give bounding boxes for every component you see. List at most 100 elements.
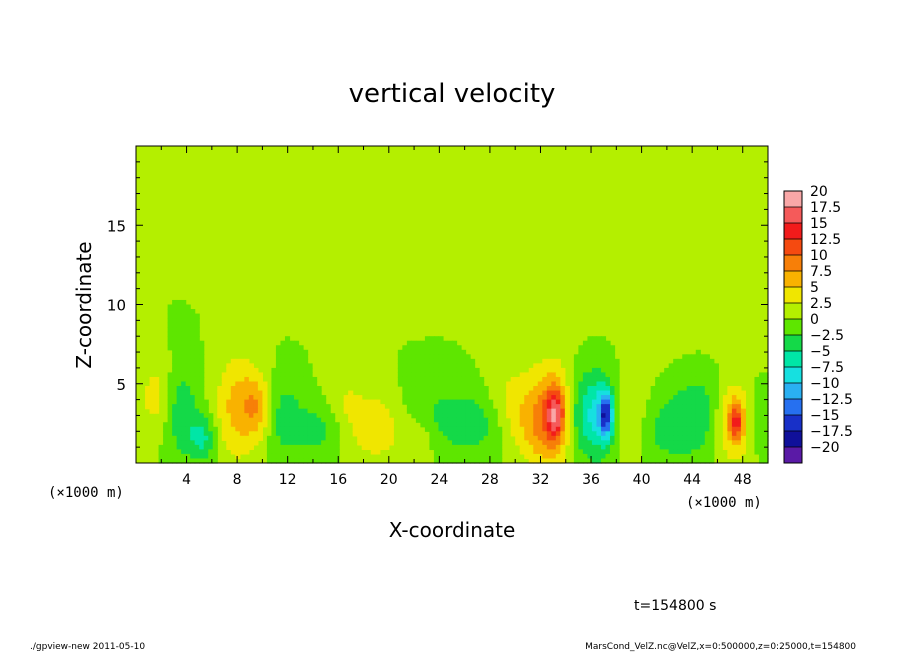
heatmap-cell bbox=[695, 404, 701, 410]
heatmap-cell bbox=[474, 422, 480, 428]
heatmap-cell bbox=[664, 372, 670, 378]
heatmap-cell bbox=[406, 367, 412, 374]
heatmap-cell bbox=[190, 390, 196, 396]
heatmap-cell bbox=[199, 367, 205, 374]
heatmap-cell bbox=[528, 367, 534, 374]
heatmap-cell bbox=[763, 408, 769, 414]
heatmap-cell bbox=[303, 449, 309, 455]
heatmap-cell bbox=[307, 449, 313, 455]
heatmap-cell bbox=[461, 417, 467, 423]
heatmap-cell bbox=[402, 354, 408, 360]
heatmap-cell bbox=[542, 449, 548, 455]
heatmap-cell bbox=[519, 449, 525, 455]
heatmap-cell bbox=[582, 417, 589, 423]
heatmap-cell bbox=[659, 390, 665, 396]
heatmap-cell bbox=[235, 453, 241, 460]
heatmap-cell bbox=[573, 431, 579, 437]
heatmap-cell bbox=[248, 431, 254, 437]
heatmap-cell bbox=[610, 453, 616, 460]
heatmap-cell bbox=[591, 340, 598, 346]
heatmap-cell bbox=[226, 444, 232, 451]
heatmap-cell bbox=[190, 345, 196, 351]
heatmap-cell bbox=[659, 417, 665, 423]
heatmap-cell bbox=[578, 426, 584, 432]
heatmap-cell bbox=[357, 408, 363, 414]
heatmap-cell bbox=[605, 422, 611, 428]
heatmap-cell bbox=[763, 435, 769, 441]
heatmap-cell bbox=[275, 449, 282, 455]
heatmap-cell bbox=[587, 408, 593, 414]
heatmap-cell bbox=[181, 381, 187, 387]
colorbar-label: −12.5 bbox=[810, 392, 853, 408]
heatmap-cell bbox=[610, 426, 616, 432]
heatmap-cell bbox=[691, 395, 697, 401]
heatmap-cell bbox=[312, 458, 318, 464]
heatmap-cell bbox=[257, 431, 263, 437]
heatmap-cell bbox=[244, 426, 250, 432]
heatmap-cell bbox=[641, 435, 647, 441]
heatmap-cell bbox=[203, 449, 209, 455]
heatmap-cell bbox=[655, 453, 661, 460]
heatmap-cell bbox=[271, 372, 277, 378]
heatmap-cell bbox=[542, 458, 548, 464]
heatmap-cell bbox=[537, 413, 543, 419]
heatmap-cell bbox=[587, 444, 593, 451]
heatmap-cell bbox=[704, 354, 710, 360]
heatmap-cell bbox=[433, 399, 440, 405]
heatmap-cell bbox=[668, 367, 674, 374]
heatmap-cell bbox=[176, 318, 182, 324]
heatmap-cell bbox=[686, 440, 692, 446]
heatmap-cell bbox=[452, 390, 458, 396]
heatmap-cell bbox=[659, 395, 665, 401]
heatmap-cell bbox=[203, 435, 209, 441]
heatmap-cell bbox=[650, 453, 656, 460]
heatmap-cell bbox=[298, 449, 304, 455]
heatmap-cell bbox=[564, 417, 570, 423]
heatmap-cell bbox=[650, 386, 656, 392]
heatmap-cell bbox=[361, 444, 367, 451]
heatmap-cell bbox=[217, 395, 223, 401]
heatmap-cell bbox=[650, 413, 656, 419]
heatmap-cell bbox=[433, 417, 440, 423]
heatmap-cell bbox=[709, 449, 715, 455]
heatmap-cell bbox=[194, 395, 200, 401]
heatmap-cell bbox=[384, 426, 390, 432]
heatmap-cell bbox=[542, 386, 548, 392]
colorbar-swatch bbox=[784, 223, 802, 240]
heatmap-cell bbox=[578, 408, 584, 414]
heatmap-cell bbox=[465, 395, 471, 401]
heatmap-cell bbox=[397, 376, 403, 383]
heatmap-cell bbox=[731, 404, 737, 410]
heatmap-cell bbox=[596, 453, 602, 460]
heatmap-cell bbox=[226, 422, 232, 428]
heatmap-cell bbox=[479, 376, 485, 383]
heatmap-cell bbox=[659, 449, 665, 455]
heatmap-cell bbox=[447, 381, 453, 387]
heatmap-cell bbox=[280, 372, 286, 378]
heatmap-cell bbox=[528, 376, 534, 383]
heatmap-cell bbox=[519, 444, 525, 451]
heatmap-cell bbox=[664, 376, 670, 383]
heatmap-cell bbox=[294, 349, 300, 355]
heatmap-cell bbox=[704, 449, 710, 455]
heatmap-cell bbox=[573, 458, 579, 464]
heatmap-cell bbox=[587, 340, 593, 346]
heatmap-cell bbox=[442, 358, 449, 364]
heatmap-cell bbox=[321, 453, 327, 460]
heatmap-cell bbox=[659, 381, 665, 387]
heatmap-cell bbox=[163, 440, 169, 446]
heatmap-cell bbox=[560, 440, 566, 446]
heatmap-cell bbox=[578, 404, 584, 410]
heatmap-cell bbox=[582, 413, 589, 419]
heatmap-cell bbox=[307, 431, 313, 437]
heatmap-cell bbox=[248, 363, 254, 369]
heatmap-cell bbox=[483, 404, 489, 410]
heatmap-cell bbox=[208, 444, 214, 451]
heatmap-cell bbox=[682, 449, 688, 455]
heatmap-cell bbox=[546, 367, 552, 374]
heatmap-cell bbox=[758, 426, 765, 432]
heatmap-cell bbox=[284, 413, 291, 419]
heatmap-cell bbox=[668, 386, 674, 392]
heatmap-cell bbox=[528, 404, 534, 410]
heatmap-cell bbox=[758, 435, 765, 441]
